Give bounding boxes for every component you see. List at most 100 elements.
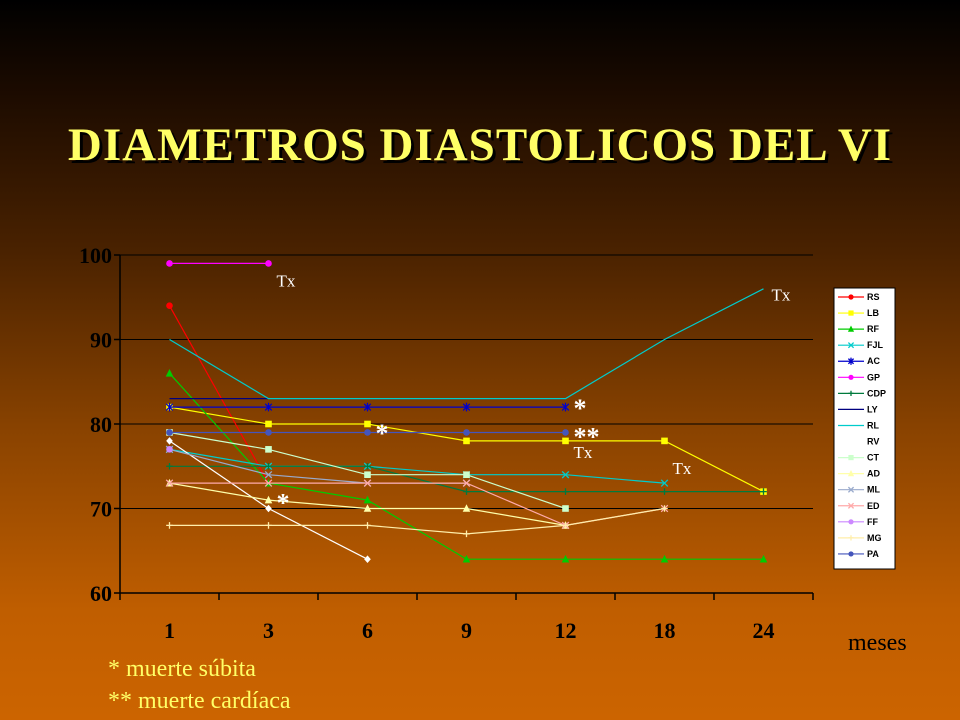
point xyxy=(166,260,173,267)
legend-label: RF xyxy=(867,324,879,334)
series-lb xyxy=(166,403,767,495)
point xyxy=(264,495,273,504)
x-tick-label: 9 xyxy=(461,618,472,643)
legend-item-ly: LY xyxy=(838,404,878,414)
annotation: * xyxy=(277,489,290,518)
legend-item-fjl: FJL xyxy=(838,340,884,350)
point xyxy=(848,310,854,316)
point xyxy=(264,470,273,479)
series-line xyxy=(169,406,764,493)
legend-label: GP xyxy=(867,372,880,382)
x-tick-label: 24 xyxy=(753,618,775,643)
legend-label: ML xyxy=(867,485,880,495)
point xyxy=(847,502,855,509)
point xyxy=(463,488,470,495)
annotation: Tx xyxy=(673,459,692,478)
y-tick-label: 100 xyxy=(79,243,112,268)
point xyxy=(759,554,768,563)
annotation: Tx xyxy=(772,286,791,305)
legend-label: LY xyxy=(867,404,878,414)
footnote-cardiac-death: ** muerte cardíaca xyxy=(108,688,291,714)
legend-item-ct: CT xyxy=(838,453,879,463)
legend-label: RL xyxy=(867,420,879,430)
point xyxy=(364,420,371,428)
point xyxy=(661,437,668,445)
legend-label: LB xyxy=(867,308,879,318)
series-rl xyxy=(169,288,764,400)
point xyxy=(660,554,669,563)
point xyxy=(264,479,273,487)
point xyxy=(847,357,855,365)
point xyxy=(265,260,272,267)
point xyxy=(462,504,471,512)
x-tick-label: 1 xyxy=(164,618,175,643)
point xyxy=(166,437,173,445)
series-pa xyxy=(166,429,569,436)
legend-item-rs: RS xyxy=(838,292,880,302)
point xyxy=(265,446,272,453)
legend-label: AC xyxy=(867,356,880,366)
point xyxy=(848,551,854,557)
legend-item-cdp: CDP xyxy=(838,388,886,398)
annotation: * xyxy=(574,394,587,423)
series-ff xyxy=(166,446,173,453)
series-line xyxy=(169,448,665,484)
point xyxy=(848,294,854,300)
point xyxy=(364,429,371,436)
point xyxy=(561,554,570,563)
series-mg xyxy=(166,505,668,538)
annotation: * xyxy=(376,419,389,448)
footnote-sudden-death: * muerte súbita xyxy=(108,656,256,682)
y-tick-label: 80 xyxy=(90,412,112,437)
x-tick-label: 6 xyxy=(362,618,373,643)
point xyxy=(166,446,173,453)
legend-item-rv: RV xyxy=(838,437,879,447)
series-ac xyxy=(165,402,570,412)
series-gp xyxy=(166,260,272,267)
x-tick-label: 12 xyxy=(555,618,577,643)
point xyxy=(265,504,272,513)
legend-item-ad: AD xyxy=(838,469,880,479)
point xyxy=(561,402,570,412)
slide-title: DIAMETROS DIASTOLICOS DEL VI xyxy=(67,119,893,171)
point xyxy=(165,369,174,377)
legend-item-ac: AC xyxy=(838,356,880,366)
legend-label: AD xyxy=(867,469,880,479)
legend-label: ED xyxy=(867,501,880,511)
point xyxy=(660,479,669,487)
series-cdp xyxy=(166,462,767,495)
x-tick-label: 3 xyxy=(263,618,274,643)
series-line xyxy=(169,288,764,400)
point xyxy=(364,471,371,478)
legend-box xyxy=(833,287,896,570)
legend-item-lb: LB xyxy=(838,308,879,318)
legend-label: MG xyxy=(867,533,882,543)
point xyxy=(848,390,854,396)
point xyxy=(364,522,371,529)
point xyxy=(848,438,854,445)
annotation: ** xyxy=(574,423,600,452)
annotation: Tx xyxy=(574,443,593,462)
point xyxy=(463,437,470,445)
legend-label: FJL xyxy=(867,340,884,350)
point xyxy=(363,402,372,412)
point xyxy=(265,522,272,529)
x-axis-unit-label: meses xyxy=(848,630,907,656)
legend-item-rf: RF xyxy=(838,324,879,334)
point xyxy=(562,505,569,512)
point xyxy=(847,486,855,493)
legend-item-rl: RL xyxy=(838,420,879,430)
series-line xyxy=(169,507,665,535)
series-line xyxy=(169,482,665,527)
point xyxy=(463,471,470,478)
point xyxy=(847,342,855,349)
x-tick-label: 18 xyxy=(654,618,676,643)
point xyxy=(562,488,569,495)
point xyxy=(264,402,273,412)
point xyxy=(848,519,854,525)
point xyxy=(462,402,471,412)
point xyxy=(463,429,470,436)
legend-label: CT xyxy=(867,453,879,463)
